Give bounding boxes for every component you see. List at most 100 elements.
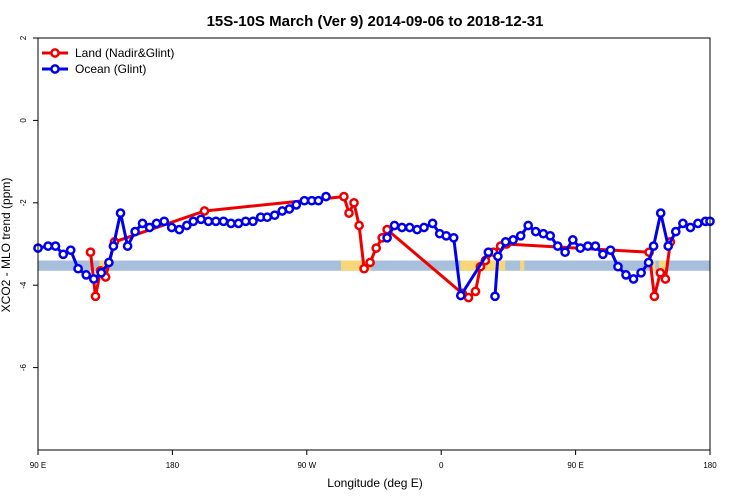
ocean-point xyxy=(137,218,148,229)
ocean-point xyxy=(104,257,114,268)
land-point xyxy=(359,263,369,274)
x-tick-label: 0 xyxy=(439,461,444,470)
land-band-segment xyxy=(651,260,656,271)
land-point xyxy=(470,286,481,297)
ocean-band xyxy=(38,260,710,271)
x-axis-label: Longitude (deg E) xyxy=(327,476,422,490)
land-point xyxy=(85,247,96,258)
ocean-point xyxy=(643,257,654,268)
ocean-point xyxy=(382,232,392,243)
land-band-segment xyxy=(659,260,666,271)
land-point xyxy=(371,243,382,253)
ocean-point xyxy=(685,222,696,233)
ocean-point xyxy=(299,195,310,206)
ocean-point xyxy=(490,291,500,302)
ocean-point xyxy=(196,214,206,225)
ocean-point xyxy=(88,274,99,284)
ocean-point xyxy=(648,241,659,251)
land-band-segment xyxy=(99,260,107,271)
ocean-point xyxy=(448,232,459,243)
ocean-point xyxy=(248,216,258,227)
land-point xyxy=(655,267,666,278)
land-point xyxy=(660,274,671,284)
ocean-point xyxy=(188,216,199,227)
ocean-point xyxy=(530,226,541,237)
ocean-point xyxy=(560,247,570,258)
x-tick-label: 90 E xyxy=(30,461,46,470)
land-band-segment xyxy=(340,260,372,271)
ocean-point xyxy=(151,218,162,229)
ocean-point xyxy=(269,210,280,221)
x-tick-label: 90 E xyxy=(567,461,583,470)
ocean-point xyxy=(523,220,534,231)
y-tick-label: 2 xyxy=(19,35,28,40)
y-tick-label: -4 xyxy=(19,281,28,289)
land-point xyxy=(354,220,364,231)
land-point xyxy=(463,292,474,303)
legend-marker xyxy=(50,64,60,74)
ocean-point xyxy=(515,230,526,241)
ocean-point xyxy=(663,241,674,251)
ocean-series xyxy=(33,191,715,302)
ocean-point xyxy=(81,270,92,280)
y-axis: 2 0 -2 -4 -6 xyxy=(19,35,38,371)
ocean-point xyxy=(621,270,631,280)
ocean-point xyxy=(218,216,229,227)
ocean-point xyxy=(291,200,302,210)
ocean-point xyxy=(58,249,69,260)
ocean-point xyxy=(575,243,586,253)
ocean-point xyxy=(203,216,214,227)
ocean-point xyxy=(211,216,221,227)
ocean-point xyxy=(144,222,155,233)
ocean-point xyxy=(313,195,324,206)
ocean-point xyxy=(493,251,503,262)
legend-label: Land (Nadir&Glint) xyxy=(75,46,174,60)
land-point xyxy=(365,257,375,268)
ocean-point xyxy=(240,216,251,227)
plot-area xyxy=(33,191,715,303)
land-point xyxy=(90,291,101,302)
ocean-point xyxy=(397,222,407,233)
ocean-point xyxy=(598,249,608,260)
ocean-point xyxy=(693,218,703,229)
plot-frame xyxy=(37,37,711,451)
legend: Land (Nadir&Glint) Ocean (Glint) xyxy=(42,46,174,76)
ocean-point xyxy=(613,261,623,272)
y-tick-label: 0 xyxy=(19,118,28,123)
ocean-point xyxy=(441,230,452,241)
ocean-point xyxy=(73,263,83,274)
x-tick-label: 180 xyxy=(166,461,180,470)
ocean-point xyxy=(43,241,53,251)
ocean-point xyxy=(545,230,556,241)
x-tick-label: 90 W xyxy=(297,461,316,470)
legend-label: Ocean (Glint) xyxy=(75,62,146,76)
ocean-point xyxy=(50,241,61,251)
ocean-point xyxy=(552,241,563,251)
ocean-point xyxy=(159,216,170,227)
ocean-point xyxy=(455,290,466,301)
legend-item: Ocean (Glint) xyxy=(42,62,146,76)
ocean-point xyxy=(115,208,126,218)
ocean-point xyxy=(483,247,494,258)
ocean-point xyxy=(284,204,295,214)
land-point xyxy=(199,206,210,216)
land-point xyxy=(339,191,349,202)
ocean-point xyxy=(321,191,331,202)
land-band-segment xyxy=(520,260,525,271)
y-tick-label: -6 xyxy=(19,363,28,371)
ocean-point xyxy=(166,222,177,233)
ocean-point xyxy=(590,241,601,251)
ocean-point xyxy=(389,220,400,231)
x-axis: 90 E 180 90 W 0 90 E 180 xyxy=(30,450,717,470)
ocean-point xyxy=(108,241,119,251)
ocean-point xyxy=(226,218,236,229)
land-point xyxy=(649,291,660,302)
ocean-point xyxy=(65,245,76,256)
ocean-point xyxy=(567,235,578,245)
ocean-point xyxy=(670,226,681,237)
ocean-point xyxy=(678,218,688,229)
y-tick-label: -2 xyxy=(19,199,28,207)
ocean-point xyxy=(174,224,185,235)
ocean-point xyxy=(500,237,511,247)
